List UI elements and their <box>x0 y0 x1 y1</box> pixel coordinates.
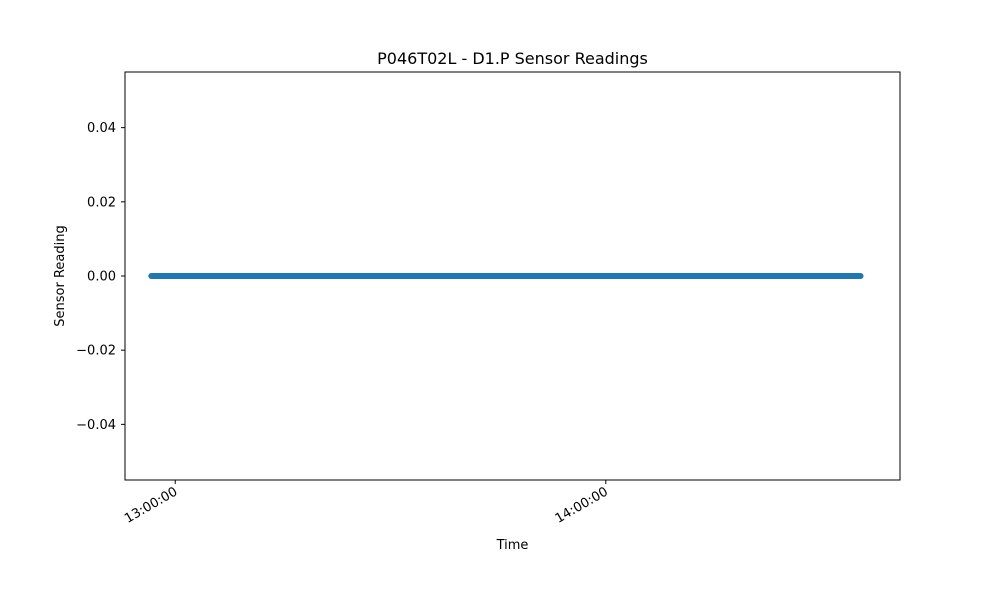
y-axis-label: Sensor Reading <box>53 225 68 326</box>
chart-title: P046T02L - D1.P Sensor Readings <box>377 49 648 68</box>
x-axis-label: Time <box>496 538 529 553</box>
y-tick-label: 0.02 <box>87 195 116 210</box>
y-axis-ticks: −0.04 −0.02 0.00 0.02 0.04 <box>76 121 125 433</box>
y-tick-label: 0.04 <box>87 121 116 136</box>
y-tick-label: 0.00 <box>87 270 116 285</box>
y-tick-label: −0.04 <box>76 418 116 433</box>
y-tick-label: −0.02 <box>76 344 116 359</box>
